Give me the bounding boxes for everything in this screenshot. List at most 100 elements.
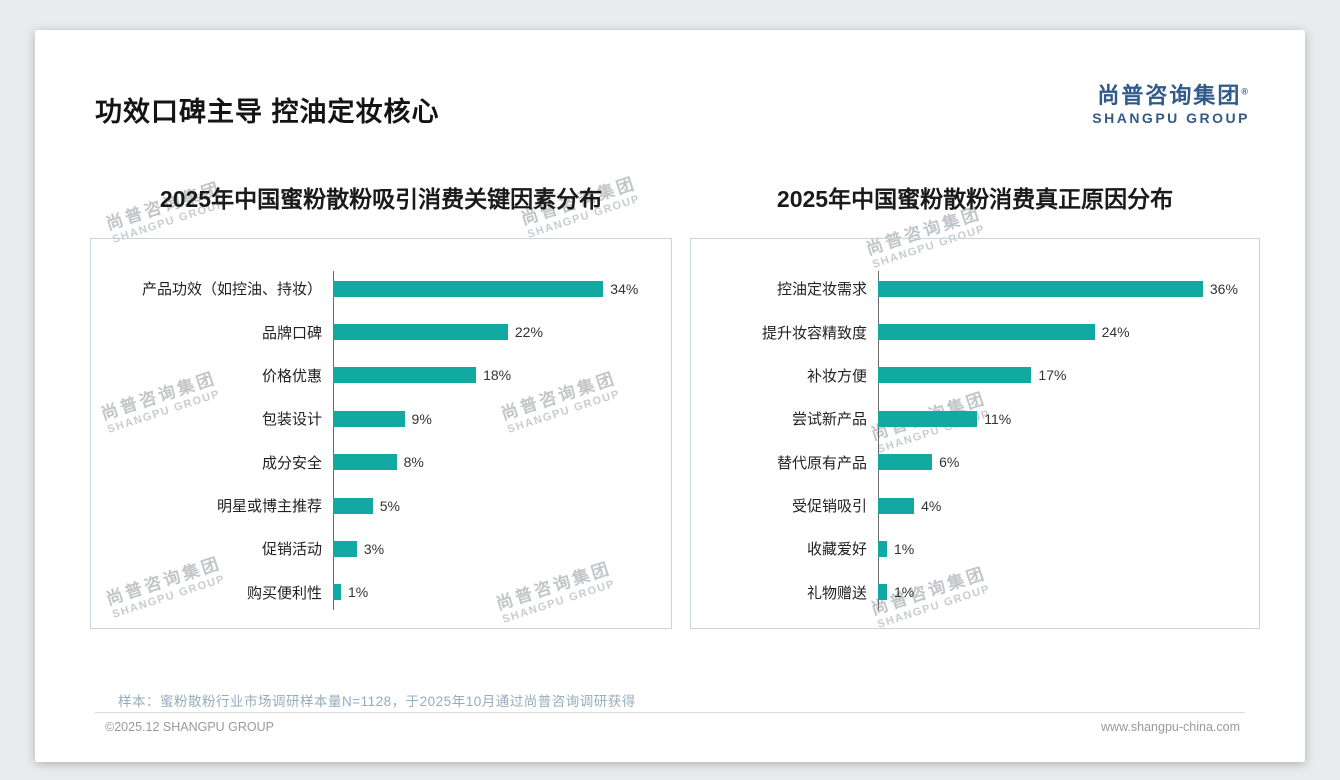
bar-track: 22% [333,324,651,341]
registered-mark: ® [1241,86,1250,97]
bar-row: 明星或博主推荐 5% [111,484,651,527]
bar-rows: 控油定妆需求 36% 提升妆容精致度 24% 补妆方便 17% 尝试新产品 11% 替代原有产品… [711,267,1239,614]
chart-title-left: 2025年中国蜜粉散粉吸引消费关键因素分布 [159,186,603,212]
value-label: 18% [483,367,512,384]
bar [333,497,373,514]
footer-website[interactable]: www.shangpu-china.com [1101,720,1240,734]
value-label: 1% [894,540,915,557]
brand-logo-en: SHANGPU GROUP [1092,109,1250,126]
chart-section-left: 2025年中国蜜粉散粉吸引消费关键因素分布 产品功效（如控油、持妆） 34% 品牌口… [90,180,672,629]
bar-row: 替代原有产品 6% [711,441,1239,484]
bar [333,324,508,341]
category-label: 尝试新产品 [791,411,867,429]
chart-left: 产品功效（如控油、持妆） 34% 品牌口碑 22% 价格优惠 18% 包装设计 9% 成分安全 8… [90,238,672,629]
category-label: 替代原有产品 [776,454,867,472]
value-label: 36% [1209,280,1238,297]
category-label: 品牌口碑 [261,324,322,342]
category-label: 购买便利性 [246,584,322,602]
bar-row: 品牌口碑 22% [111,310,651,353]
bar-rows: 产品功效（如控油、持妆） 34% 品牌口碑 22% 价格优惠 18% 包装设计 9% 成分安全 8… [111,267,651,614]
bar-row: 包装设计 9% [111,397,651,440]
bar-row: 补妆方便 17% [711,354,1239,397]
chart-right: 控油定妆需求 36% 提升妆容精致度 24% 补妆方便 17% 尝试新产品 11% 替代原有产品… [690,238,1260,629]
bar [333,454,397,471]
bar [878,540,888,557]
category-label: 提升妆容精致度 [761,324,867,342]
value-label: 8% [403,454,424,471]
bar-row: 礼物赠送 1% [711,571,1239,614]
bar-track: 6% [878,454,1239,471]
bar-row: 成分安全 8% [111,441,651,484]
brand-logo-cn-text: 尚普咨询集团 [1097,83,1242,108]
chart-section-right: 2025年中国蜜粉散粉消费真正原因分布 控油定妆需求 36% 提升妆容精致度 24% 补… [690,180,1260,629]
bar [878,584,888,601]
bar-row: 控油定妆需求 36% [711,267,1239,310]
slide: 尚普咨询集团 SHANGPU GROUP 尚普咨询集团 SHANGPU GROUP 尚普… [35,30,1305,762]
category-label: 包装设计 [261,411,322,429]
category-label: 促销活动 [261,541,322,559]
brand-logo: 尚普咨询集团® SHANGPU GROUP [1092,82,1250,127]
header: 功效口碑主导 控油定妆核心 尚普咨询集团® SHANGPU GROUP [95,82,1250,129]
y-axis-line [878,271,879,610]
bar-row: 购买便利性 1% [111,571,651,614]
category-label: 补妆方便 [806,367,867,385]
bar [333,367,477,384]
bar-row: 尝试新产品 11% [711,397,1239,440]
value-label: 11% [984,410,1012,427]
category-label: 收藏爱好 [806,541,867,559]
category-label: 控油定妆需求 [776,281,867,299]
category-label: 受促销吸引 [791,498,867,516]
bar [333,410,405,427]
bar-track: 1% [333,584,651,601]
bar [878,454,933,471]
bar-track: 1% [878,540,1239,557]
bar [878,367,1032,384]
bar-track: 9% [333,410,651,427]
value-label: 34% [610,280,639,297]
footer-divider [95,712,1245,713]
footer-copyright: ©2025.12 SHANGPU GROUP [105,720,274,734]
value-label: 9% [411,410,432,427]
bar-track: 18% [333,367,651,384]
footer: ©2025.12 SHANGPU GROUP www.shangpu-china… [105,720,1240,734]
value-label: 4% [921,497,942,514]
bar-track: 8% [333,454,651,471]
category-label: 成分安全 [261,454,322,472]
value-label: 24% [1101,324,1130,341]
category-label: 明星或博主推荐 [216,498,322,516]
bar-track: 36% [878,280,1239,297]
category-label: 礼物赠送 [806,584,867,602]
value-label: 5% [379,497,400,514]
bar [333,540,357,557]
bar-track: 34% [333,280,651,297]
bar-track: 11% [878,410,1239,427]
page-title: 功效口碑主导 控油定妆核心 [95,97,440,127]
value-label: 17% [1038,367,1067,384]
bar-row: 促销活动 3% [111,527,651,570]
brand-logo-cn: 尚普咨询集团® [1092,82,1250,110]
bar [878,497,915,514]
bar-track: 17% [878,367,1239,384]
bar-row: 收藏爱好 1% [711,527,1239,570]
bar [878,410,978,427]
value-label: 1% [347,584,369,601]
sample-note: 样本：蜜粉散粉行业市场调研样本量N=1128，于2025年10月通过尚普咨询调研… [118,694,636,709]
y-axis-line [333,271,334,610]
bar [878,324,1095,341]
bar-row: 提升妆容精致度 24% [711,310,1239,353]
bar-row: 受促销吸引 4% [711,484,1239,527]
bar-track: 4% [878,497,1239,514]
bar [333,280,604,297]
category-label: 价格优惠 [261,367,322,385]
bar-row: 产品功效（如控油、持妆） 34% [111,267,651,310]
bar-track: 24% [878,324,1239,341]
category-label: 产品功效（如控油、持妆） [141,281,322,299]
value-label: 3% [363,540,385,557]
value-label: 22% [514,324,543,341]
bar-row: 价格优惠 18% [111,354,651,397]
bar [878,280,1203,297]
chart-title-right: 2025年中国蜜粉散粉消费真正原因分布 [776,186,1174,212]
bar-track: 1% [878,584,1239,601]
bar-track: 5% [333,497,651,514]
value-label: 1% [894,584,915,601]
